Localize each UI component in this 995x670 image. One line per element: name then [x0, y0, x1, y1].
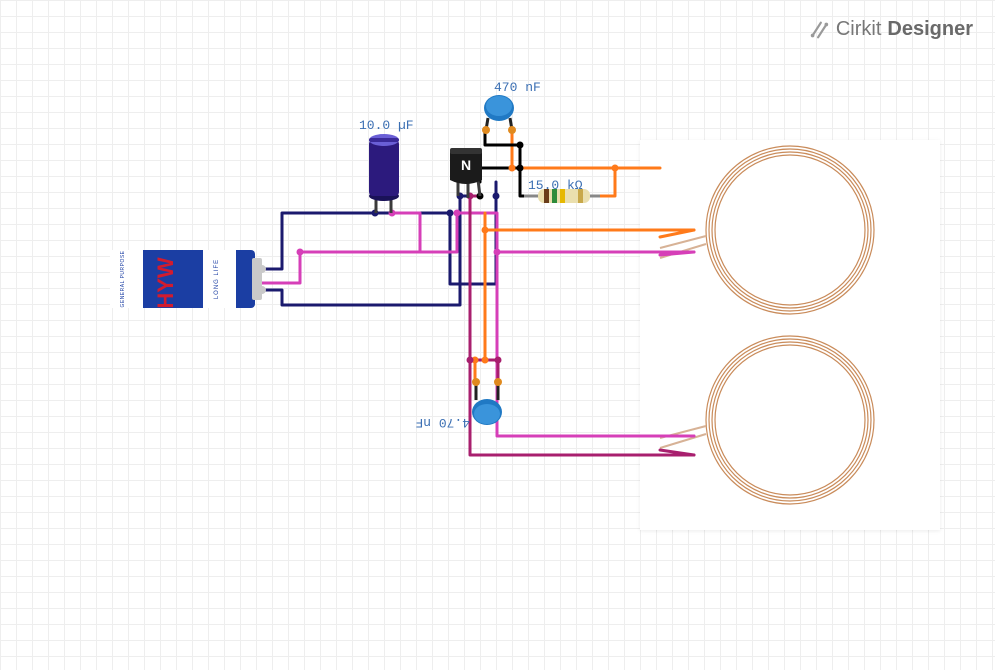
battery-sub2: GENERAL PURPOSE: [120, 250, 126, 307]
capacitor-ceramic-470nf[interactable]: [482, 95, 516, 134]
coil-stubs: [640, 168, 694, 455]
label-cap-10uf: 10.0 µF: [359, 118, 414, 133]
wire-pink-2[interactable]: [300, 213, 694, 252]
battery-9v[interactable]: HYW LONG LIFE GENERAL PURPOSE: [110, 250, 266, 309]
wire-black-2[interactable]: [485, 128, 520, 168]
transistor-label: N: [461, 157, 471, 173]
label-res-15k: 15.0 kΩ: [528, 178, 583, 193]
wire-black-1[interactable]: [480, 168, 528, 196]
battery-sub1: LONG LIFE: [214, 259, 220, 299]
label-cap-470nf: 470 nF: [494, 80, 541, 95]
wire-orange-3[interactable]: [485, 213, 694, 230]
label-cap-4.7nf: 4.70 nF: [415, 415, 470, 430]
wire-dmag-2[interactable]: [470, 340, 694, 455]
wire-pink-3[interactable]: [497, 252, 694, 436]
circuit-canvas: Cirkit Designer: [0, 0, 995, 670]
schematic-svg: HYW LONG LIFE GENERAL PURPOSE: [0, 0, 995, 670]
capacitor-electrolytic[interactable]: [369, 134, 399, 213]
wire-navy-1[interactable]: [257, 213, 375, 269]
transistor-npn[interactable]: N: [450, 148, 482, 198]
battery-brand: HYW: [153, 257, 178, 309]
